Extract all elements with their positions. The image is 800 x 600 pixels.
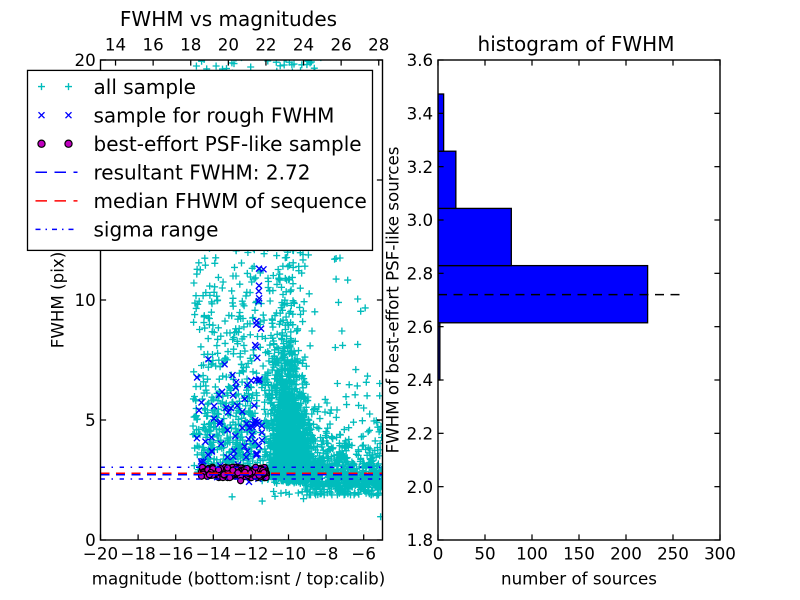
scatter-title: FWHM vs magnitudes [120, 7, 337, 31]
y-tick-label: 2.0 [407, 477, 434, 497]
x-tick-label: 300 [704, 544, 736, 564]
legend-label: sigma range [94, 218, 219, 242]
histogram-data-area [438, 93, 680, 381]
legend-entry: best-effort PSF-like sample [37, 132, 362, 156]
legend-label: median FHWM of sequence [94, 189, 367, 213]
y-tick-label: 3.4 [407, 103, 434, 123]
spines [437, 59, 721, 541]
legend-label: sample for rough FWHM [94, 103, 335, 127]
top-tick-label: 16 [143, 35, 164, 55]
scatter-plot: −20 −18 −16 −14 −12 −10 −8 −6 14 16 18 20 22 24 26 28 0 5… [26, 7, 389, 589]
legend-entry: sample for rough FWHM [38, 103, 335, 127]
x-tick-label: −10 [271, 544, 306, 564]
legend: all sample sample for rough FWHM best-effo… [26, 69, 374, 252]
x-tick-label: 250 [657, 544, 689, 564]
hist-bar [438, 207, 512, 267]
x-tick-label: −12 [233, 544, 268, 564]
y-tick-label: 3.6 [407, 50, 434, 70]
x-tick-label: −8 [314, 544, 339, 564]
top-tick-label: 24 [293, 35, 314, 55]
scatter-ylabel: FWHM (pix) [48, 252, 68, 348]
x-tick-label: −14 [196, 544, 231, 564]
hist-bar [438, 93, 445, 152]
legend-label: best-effort PSF-like sample [94, 132, 362, 156]
legend-plus-marker [38, 83, 72, 91]
histogram-title: histogram of FWHM [478, 32, 675, 56]
legend-x-marker [38, 111, 72, 119]
histogram-xlabel: number of sources [501, 569, 657, 589]
histogram-plot: 0 50 100 150 200 250 300 1.8 2.0 2.2 2.4 2.6 2.8 3.0 3… [383, 32, 736, 589]
legend-box [26, 69, 374, 252]
legend-entry: sigma range [35, 218, 219, 242]
y-tick-label: 3.2 [407, 157, 434, 177]
hist-bar [438, 150, 457, 210]
top-tick-label: 22 [255, 35, 276, 55]
y-tick-label: 3.0 [407, 210, 434, 230]
y-tick-label: 2.4 [407, 370, 434, 390]
top-tick-label: 20 [218, 35, 239, 55]
x-tick-label: 100 [516, 544, 548, 564]
y-tick-label: 2.8 [407, 263, 434, 283]
y-tick-label: 0 [85, 530, 96, 550]
top-tick-label: 26 [331, 35, 352, 55]
x-tick-label: 200 [610, 544, 642, 564]
legend-label: resultant FWHM: 2.72 [94, 160, 311, 184]
y-tick-label: 10 [74, 290, 95, 310]
psf-point [236, 477, 245, 485]
histogram-ylabel: FWHM of best-effort PSF-like sources [383, 147, 403, 454]
scatter-data-area [100, 60, 383, 521]
spines [99, 59, 384, 541]
x-tick-label: −6 [351, 544, 376, 564]
legend-label: all sample [94, 75, 196, 99]
x-tick-label: −16 [158, 544, 193, 564]
legend-entry: median FHWM of sequence [35, 189, 367, 213]
scatter-xlabel: magnitude (bottom:isnt / top:calib) [92, 569, 385, 589]
y-tick-label: 1.8 [407, 530, 434, 550]
x-tick-label: 150 [563, 544, 595, 564]
y-tick-label: 2.6 [407, 317, 434, 337]
legend-entry: resultant FWHM: 2.72 [35, 160, 311, 184]
x-tick-label: −20 [83, 544, 118, 564]
top-tick-label: 14 [105, 35, 126, 55]
x-tick-label: 0 [433, 544, 444, 564]
top-tick-label: 28 [368, 35, 389, 55]
x-tick-label: 50 [474, 544, 495, 564]
histogram-axes: 0 50 100 150 200 250 300 1.8 2.0 2.2 2.4 2.6 2.8 3.0 3… [407, 50, 736, 564]
y-tick-label: 20 [74, 50, 95, 70]
legend-entry: all sample [38, 75, 196, 99]
x-tick-label: −18 [120, 544, 155, 564]
y-tick-label: 2.2 [407, 423, 434, 443]
top-tick-label: 18 [180, 35, 201, 55]
legend-circle-marker [64, 139, 73, 148]
legend-circle-marker [37, 139, 46, 148]
y-tick-label: 5 [85, 410, 96, 430]
